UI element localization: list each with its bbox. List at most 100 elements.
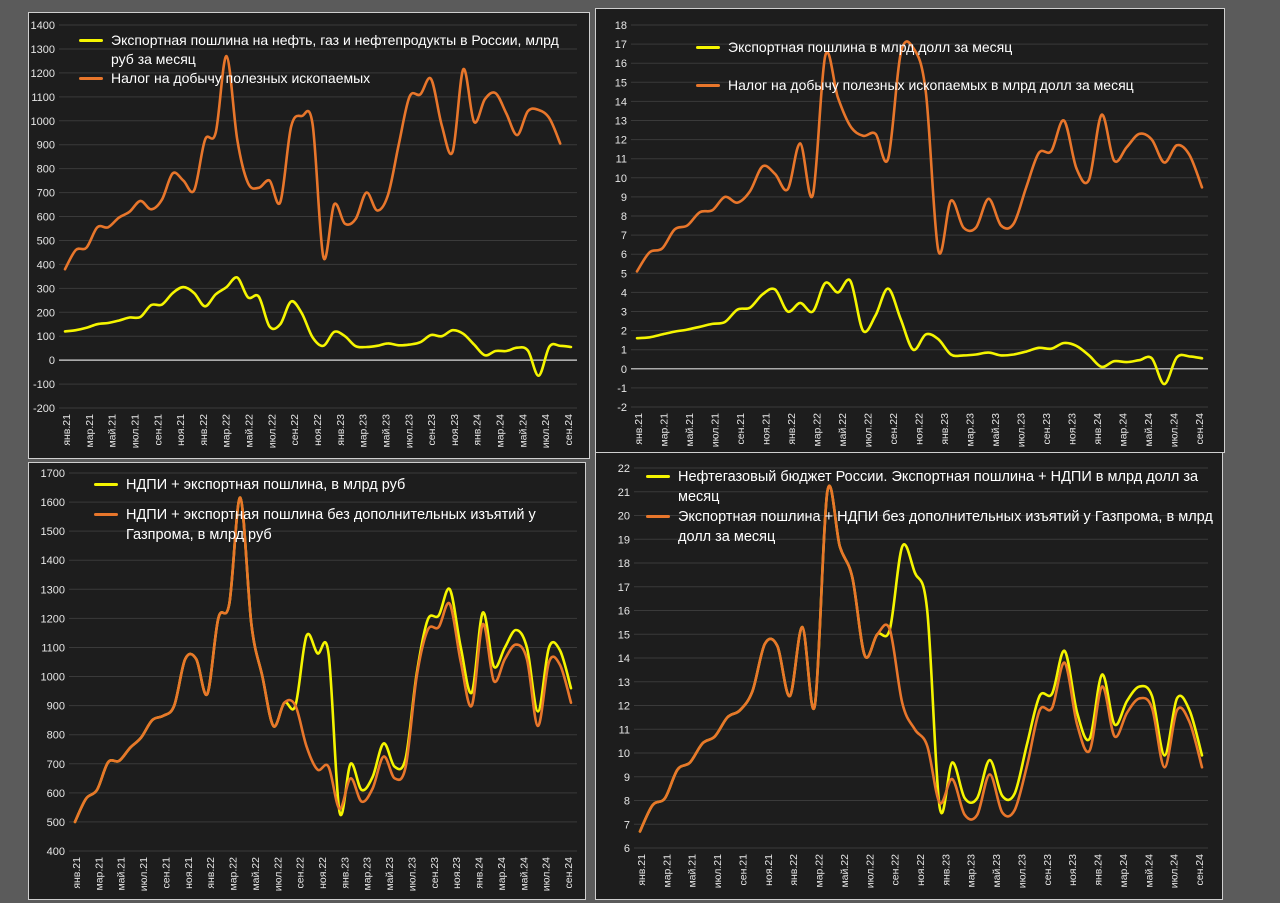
x-tick-label: ноя.23 [1067, 413, 1079, 445]
y-tick-label: -200 [33, 403, 55, 415]
x-tick-label: мар.22 [228, 857, 240, 891]
y-tick-label: 800 [37, 164, 55, 176]
x-tick-label: сен.24 [563, 857, 575, 889]
series-line-yellow [73, 496, 573, 824]
x-tick-label: янв.22 [786, 413, 798, 445]
y-tick-label: -2 [617, 402, 627, 414]
chart-3-legend: НДПИ + экспортная пошлина, в млрд руб НД… [94, 475, 564, 545]
x-tick-label: май.24 [517, 414, 529, 448]
legend-entry-export-duty: Экспортная пошлина на нефть, газ и нефте… [79, 31, 579, 69]
legend-entry-total-ex-gazprom: НДПИ + экспортная пошлина без дополнител… [94, 505, 564, 545]
x-tick-label: июл.24 [1169, 854, 1181, 888]
x-tick-label: ноя.22 [317, 857, 329, 889]
y-tick-label: 13 [618, 677, 630, 689]
y-tick-label: 16 [615, 58, 627, 70]
legend-label: НДПИ + экспортная пошлина без дополнител… [126, 507, 536, 543]
y-tick-label: 400 [47, 846, 65, 858]
y-tick-label: 10 [615, 173, 627, 185]
x-tick-label: янв.23 [940, 854, 952, 886]
x-tick-label: янв.24 [474, 857, 486, 889]
x-tick-label: май.24 [1143, 413, 1155, 447]
y-tick-label: 0 [49, 355, 55, 367]
y-tick-label: 20 [618, 511, 630, 523]
y-tick-label: 200 [37, 307, 55, 319]
legend-entry-mineral-tax: Налог на добычу полезных ископаемых [79, 69, 579, 88]
y-tick-label: 1700 [41, 468, 65, 480]
x-tick-label: янв.21 [636, 854, 648, 886]
x-tick-label: мар.22 [221, 414, 233, 448]
legend-entry-mineral-tax: Налог на добычу полезных ископаемых в мл… [696, 76, 1196, 95]
y-tick-label: 7 [624, 819, 630, 831]
y-tick-label: 100 [37, 331, 55, 343]
y-tick-label: 18 [615, 20, 627, 32]
legend-swatch-yellow [696, 46, 720, 49]
x-tick-label: май.24 [518, 857, 530, 891]
x-tick-label: ноя.22 [915, 854, 927, 886]
x-tick-label: май.23 [384, 857, 396, 891]
series-line-orange [638, 484, 1204, 833]
legend-entry-budget-ex-gazprom: Экспортная пошлина + НДПИ без дополнител… [646, 507, 1216, 547]
y-tick-label: 1200 [41, 613, 65, 625]
y-tick-label: -100 [33, 379, 55, 391]
x-tick-label: июл.22 [266, 414, 278, 448]
x-tick-label: янв.21 [633, 413, 645, 445]
y-tick-label: 1400 [41, 555, 65, 567]
x-tick-label: янв.24 [1093, 854, 1105, 886]
x-tick-label: май.24 [1143, 854, 1155, 888]
y-tick-label: 19 [618, 534, 630, 546]
x-tick-label: июл.21 [138, 857, 150, 891]
y-tick-label: 8 [621, 211, 627, 223]
x-tick-label: июл.22 [864, 854, 876, 888]
y-tick-label: 12 [615, 135, 627, 147]
y-tick-label: 1200 [31, 68, 55, 80]
series-line-orange [73, 496, 573, 824]
y-tick-label: 800 [47, 730, 65, 742]
x-tick-label: мар.21 [659, 413, 671, 447]
chart-panel-3: 400 500 600 700 800 900 1000 1100 1200 1300 1400 15… [28, 462, 586, 900]
y-tick-label: 900 [47, 701, 65, 713]
x-tick-label: янв.23 [939, 413, 951, 445]
y-tick-label: 3 [621, 307, 627, 319]
x-tick-label: сен.24 [1194, 854, 1206, 886]
y-tick-label: 6 [624, 843, 630, 855]
y-tick-label: 17 [615, 39, 627, 51]
x-tick-label: май.23 [990, 413, 1002, 447]
x-tick-label: мар.23 [362, 857, 374, 891]
legend-swatch-orange [696, 84, 720, 87]
x-tick-label: янв.22 [198, 414, 210, 446]
y-tick-label: 15 [618, 629, 630, 641]
y-tick-label: 2 [621, 326, 627, 338]
x-tick-label: ноя.22 [914, 413, 926, 445]
y-tick-label: 12 [618, 701, 630, 713]
chart-panel-4: 6 7 8 9 10 11 12 13 14 15 16 17 18 19 20 21 22 янв.21 мар.… [595, 452, 1223, 900]
x-tick-label: янв.23 [339, 857, 351, 889]
legend-label: Экспортная пошлина в млрд долл за месяц [728, 39, 1013, 55]
x-tick-label: янв.24 [1092, 413, 1104, 445]
y-tick-label: 700 [37, 188, 55, 200]
y-tick-label: 500 [47, 817, 65, 829]
y-tick-label: 13 [615, 116, 627, 128]
x-tick-label: мар.24 [1118, 854, 1130, 888]
series-line-yellow [635, 278, 1204, 386]
chart-4-svg: 6 7 8 9 10 11 12 13 14 15 16 17 18 19 20 21 22 янв.21 мар.… [618, 463, 1208, 888]
x-tick-label: июл.23 [1016, 413, 1028, 447]
x-tick-label: мар.24 [1118, 413, 1130, 447]
y-tick-label: 5 [621, 268, 627, 280]
x-tick-label: мар.23 [358, 414, 370, 448]
x-tick-label: май.22 [837, 413, 849, 447]
x-tick-label: сен.22 [888, 413, 900, 445]
x-tick-label: сен.22 [890, 854, 902, 886]
x-tick-label: июл.23 [1016, 854, 1028, 888]
y-tick-label: -1 [617, 383, 627, 395]
legend-label: НДПИ + экспортная пошлина, в млрд руб [126, 477, 406, 493]
x-tick-label: июл.24 [540, 414, 552, 448]
y-tick-label: 18 [618, 558, 630, 570]
x-tick-label: янв.21 [61, 414, 73, 446]
x-tick-label: июл.22 [863, 413, 875, 447]
x-tick-label: сен.23 [426, 414, 438, 446]
x-tick-label: май.22 [839, 854, 851, 888]
x-tick-label: ноя.21 [175, 414, 187, 446]
legend-label: Экспортная пошлина на нефть, газ и нефте… [111, 32, 559, 67]
y-tick-label: 9 [624, 772, 630, 784]
x-tick-label: мар.24 [495, 414, 507, 448]
